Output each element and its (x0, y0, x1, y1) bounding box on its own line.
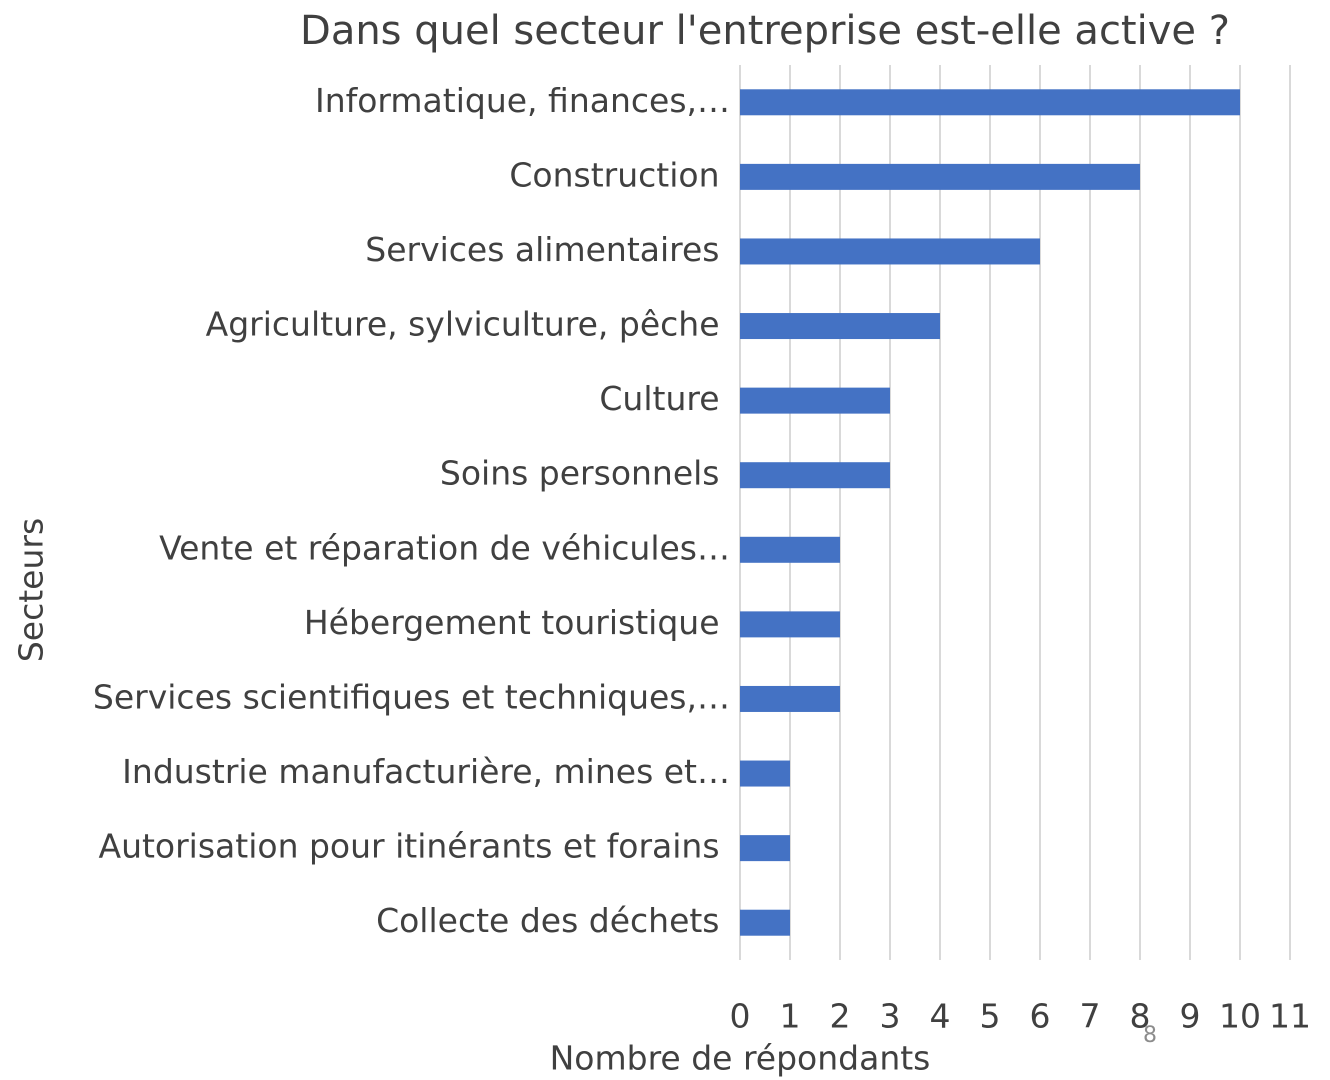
bar (740, 760, 790, 787)
x-axis-title: Nombre de répondants (550, 1039, 931, 1078)
x-tick-label: 2 (830, 997, 851, 1036)
x-tick-label: 0 (730, 997, 751, 1036)
x-tick-label: 5 (980, 997, 1001, 1036)
x-tick-label: 6 (1030, 997, 1051, 1036)
y-tick-label: Services alimentaires (365, 230, 730, 269)
bar (740, 536, 840, 563)
x-tick-label: 3 (880, 997, 901, 1036)
x-tick-label: 11 (1269, 997, 1311, 1036)
y-tick-label: Vente et réparation de véhicules… (159, 528, 730, 567)
y-tick-label: Services scientifiques et techniques,… (93, 677, 730, 716)
page-number: 8 (1143, 1023, 1157, 1048)
x-tick-label: 8 (1130, 997, 1151, 1036)
bar (740, 238, 1040, 265)
bar (740, 163, 1140, 190)
bar (740, 835, 790, 862)
bar (740, 611, 840, 638)
x-tick-label: 10 (1219, 997, 1261, 1036)
bar (740, 313, 940, 340)
y-axis-title: Secteurs (12, 518, 51, 662)
y-tick-label: Industrie manufacturière, mines et… (122, 752, 730, 791)
x-tick-label: 4 (930, 997, 951, 1036)
y-tick-label: Construction (509, 155, 730, 194)
bar (740, 462, 890, 489)
bar (740, 89, 1240, 116)
x-tick-label: 1 (780, 997, 801, 1036)
bar (740, 685, 840, 712)
y-tick-label: Autorisation pour itinérants et forains (99, 827, 731, 866)
bar (740, 387, 890, 414)
y-tick-label: Soins personnels (440, 454, 730, 493)
y-tick-label: Culture (599, 379, 730, 418)
y-tick-label: Collecte des déchets (376, 901, 730, 940)
y-tick-label: Hébergement touristique (304, 603, 730, 642)
x-tick-label: 9 (1180, 997, 1201, 1036)
y-tick-label: Informatique, finances,… (315, 81, 730, 120)
chart-title: Dans quel secteur l'entreprise est-elle … (300, 8, 1230, 54)
y-tick-label: Agriculture, sylviculture, pêche (206, 305, 730, 344)
x-tick-label: 7 (1080, 997, 1101, 1036)
bar (740, 909, 790, 936)
